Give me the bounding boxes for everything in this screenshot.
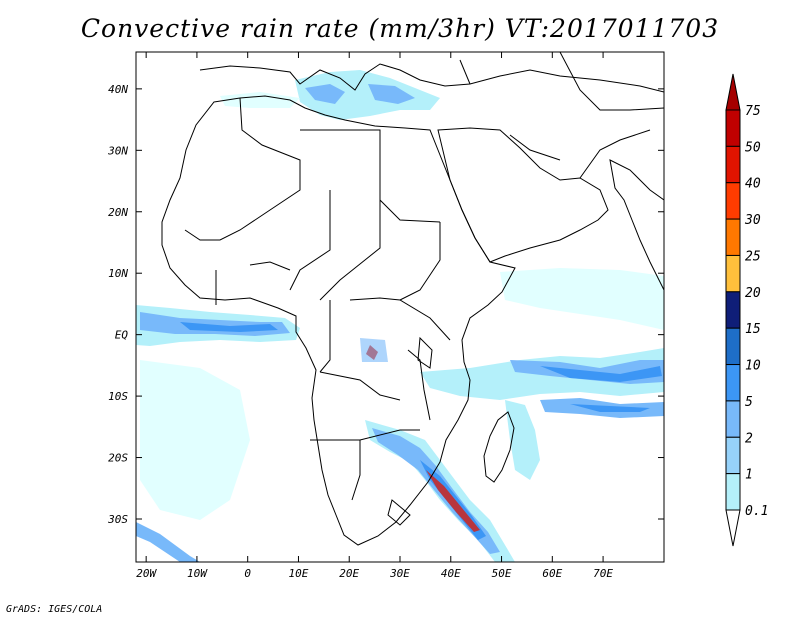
colorbar-label: 10 <box>745 359 761 374</box>
coastlines-and-borders <box>161 52 664 546</box>
colorbar-label: 1 <box>745 468 753 483</box>
colorbar-swatch <box>725 364 741 402</box>
colorbar-swatch <box>725 400 741 438</box>
colorbar-swatch <box>725 254 741 293</box>
lat-tick-label: 20N <box>108 206 128 219</box>
lat-tick-label: 20S <box>108 452 128 465</box>
lat-tick-label: EQ <box>115 329 129 342</box>
colorbar-swatch <box>725 327 741 366</box>
axis-ticks: 20W 10W 0 10E 20E 30E 40E 50E 60E 70E 40N 30N 20N 10N… <box>107 52 664 580</box>
lat-tick-label: 30N <box>107 144 128 157</box>
colorbar-swatch <box>725 109 741 147</box>
lon-tick-label: 10W <box>187 567 208 580</box>
colorbar-label: 15 <box>745 322 761 337</box>
colorbar-top-arrow <box>725 73 741 111</box>
lon-tick-label: 30E <box>389 567 410 580</box>
colorbar-label: 5 <box>745 395 753 410</box>
colorbar-swatch <box>725 182 741 220</box>
colorbar-swatch <box>725 473 741 511</box>
lon-tick-label: 60E <box>542 567 562 580</box>
rain-rate-field <box>136 70 664 562</box>
colorbar-label: 40 <box>745 177 761 192</box>
colorbar-label: 25 <box>745 249 761 264</box>
lon-tick-label: 20W <box>136 567 157 580</box>
colorbar-label: 75 <box>745 104 761 119</box>
lon-tick-label: 70E <box>593 567 613 580</box>
map-title: Convective rain rate (mm/3hr) VT:2017011… <box>80 14 720 43</box>
colorbar-label: 0.1 <box>745 504 768 519</box>
colorbar-swatch <box>725 291 741 329</box>
lat-tick-label: 30S <box>107 513 128 526</box>
colorbar-label: 30 <box>744 213 761 228</box>
lat-tick-label: 10S <box>108 390 128 403</box>
colorbar-bottom-arrow <box>725 509 741 547</box>
colorbar-swatch <box>725 218 741 256</box>
lon-tick-label: 20E <box>339 567 359 580</box>
colorbar-swatch <box>725 436 741 475</box>
lon-tick-label: 40E <box>441 567 461 580</box>
colorbar-label: 50 <box>745 140 761 155</box>
colorbar-swatch <box>725 145 741 184</box>
lon-tick-label: 0 <box>244 567 251 580</box>
lon-tick-label: 10E <box>289 567 309 580</box>
grads-credit: GrADS: IGES/COLA <box>6 604 103 615</box>
colorbar-label: 2 <box>745 431 753 446</box>
lat-tick-label: 40N <box>108 83 128 96</box>
lat-tick-label: 10N <box>108 267 128 280</box>
colorbar-label: 20 <box>745 286 761 301</box>
lon-tick-label: 50E <box>492 567 512 580</box>
